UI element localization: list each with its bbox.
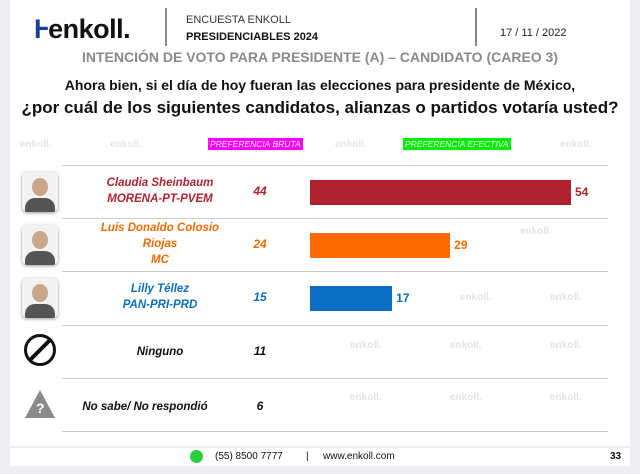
row-divider bbox=[62, 378, 608, 379]
bar-label: 29 bbox=[454, 238, 468, 252]
candidate-name-line1: Luis Donaldo Colosio bbox=[100, 222, 220, 234]
column-header-efectiva: PREFERENCIA EFECTIVA bbox=[403, 138, 511, 150]
column-header-bruta: PREFERENCIA BRUTA bbox=[208, 138, 303, 150]
logo-text: enkoll. bbox=[48, 14, 131, 44]
watermark: enkoll. bbox=[560, 139, 592, 150]
watermark: enkoll. bbox=[460, 292, 492, 303]
watermark: enkoll. bbox=[450, 392, 482, 403]
candidate-photo bbox=[22, 225, 58, 265]
candidate-name-line2: Riojas bbox=[142, 238, 178, 250]
watermark: enkoll. bbox=[550, 292, 582, 303]
date: 17 / 11 / 2022 bbox=[500, 27, 567, 39]
candidate-photo bbox=[22, 278, 58, 318]
bruta-value: 11 bbox=[253, 344, 267, 358]
survey-name: PRESIDENCIABLES 2024 bbox=[186, 31, 319, 43]
whatsapp-icon bbox=[190, 450, 203, 463]
question-line2: ¿por cuál de los siguientes candidatos, … bbox=[21, 98, 619, 117]
option-label: Ninguno bbox=[136, 346, 184, 358]
watermark: enkoll. bbox=[550, 392, 582, 403]
question-warning-icon bbox=[25, 390, 55, 418]
question-mark: ? bbox=[36, 400, 45, 416]
candidate-photo bbox=[22, 172, 58, 212]
question-line1: Ahora bien, si el día de hoy fueran las … bbox=[64, 77, 576, 93]
row-divider bbox=[62, 431, 608, 432]
bar-label: 17 bbox=[396, 291, 410, 305]
phone: (55) 8500 7777 bbox=[215, 451, 283, 462]
chart-title: INTENCIÓN DE VOTO PARA PRESIDENTE (A) – … bbox=[81, 49, 559, 65]
watermark: enkoll. bbox=[335, 139, 367, 150]
candidate-party: MORENA-PT-PVEM bbox=[107, 193, 213, 205]
candidate-label: Claudia Sheinbaum MORENA-PT-PVEM bbox=[85, 175, 235, 207]
row-divider bbox=[62, 165, 608, 166]
watermark: enkoll. bbox=[350, 392, 382, 403]
slide bbox=[10, 0, 630, 446]
candidate-label: Luis Donaldo Colosio Riojas MC bbox=[85, 220, 235, 268]
footer: (55) 8500 7777 | www.enkoll.com 33 bbox=[10, 448, 630, 466]
row-divider bbox=[62, 271, 608, 272]
survey-label: ENCUESTA ENKOLL bbox=[186, 14, 291, 26]
candidate-name: Lilly Téllez bbox=[130, 283, 190, 295]
bar-efectiva bbox=[310, 233, 451, 258]
bar-efectiva bbox=[310, 286, 393, 311]
row-divider bbox=[62, 218, 608, 219]
logo-mark-icon: Ⱶ bbox=[34, 14, 49, 44]
divider bbox=[165, 8, 167, 46]
option-label: No sabe/ No respondió bbox=[82, 401, 208, 413]
website[interactable]: www.enkoll.com bbox=[323, 451, 395, 462]
watermark: enkoll. bbox=[520, 226, 552, 237]
watermark: enkoll. bbox=[350, 340, 382, 351]
watermark: enkoll. bbox=[20, 139, 52, 150]
candidate-party: MC bbox=[151, 254, 169, 266]
candidate-party: PAN-PRI-PRD bbox=[122, 299, 198, 311]
bruta-value: 24 bbox=[253, 237, 267, 251]
divider bbox=[475, 8, 477, 46]
bruta-value: 15 bbox=[253, 290, 267, 304]
page-number: 33 bbox=[610, 451, 622, 462]
enkoll-logo: Ⱶenkoll. bbox=[34, 14, 131, 45]
separator: | bbox=[306, 451, 309, 462]
candidate-label: Lilly Téllez PAN-PRI-PRD bbox=[85, 281, 235, 313]
bar-efectiva bbox=[310, 180, 571, 205]
bruta-value: 44 bbox=[253, 184, 267, 198]
prohibited-icon bbox=[24, 334, 56, 366]
watermark: enkoll. bbox=[110, 139, 142, 150]
bar-label: 54 bbox=[575, 185, 589, 199]
bruta-value: 6 bbox=[256, 399, 264, 413]
watermark: enkoll. bbox=[450, 340, 482, 351]
row-divider bbox=[62, 325, 608, 326]
candidate-name: Claudia Sheinbaum bbox=[106, 177, 214, 189]
watermark: enkoll. bbox=[550, 340, 582, 351]
